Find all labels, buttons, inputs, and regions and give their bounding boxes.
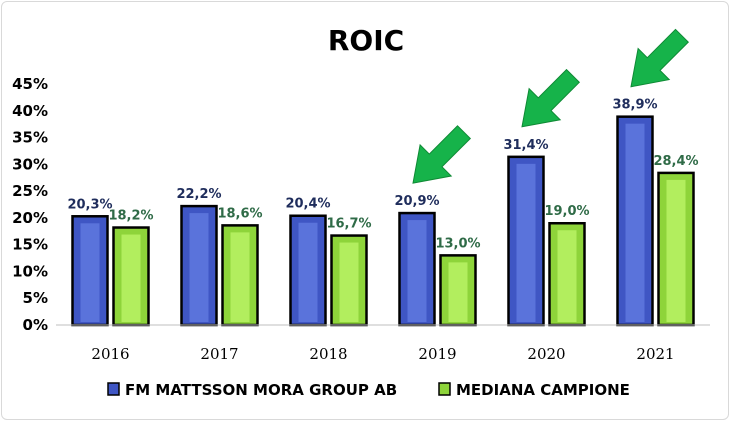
chart-title: ROIC — [328, 24, 404, 57]
bar-highlight — [448, 262, 468, 322]
legend-label: FM MATTSSON MORA GROUP AB — [125, 381, 397, 399]
x-tick-label: 2019 — [418, 345, 456, 363]
bar-highlight — [230, 232, 250, 322]
bar-highlight — [298, 222, 318, 322]
legend-swatch — [438, 382, 451, 396]
y-tick-label: 40% — [12, 102, 48, 120]
annotations — [412, 28, 690, 184]
x-axis: 2016 2017 2018 2019 2020 2021 — [56, 324, 710, 363]
highlight-arrow — [412, 125, 472, 184]
data-label: 28,4% — [653, 154, 698, 169]
x-tick-label: 2016 — [91, 345, 129, 363]
bar-highlight — [189, 213, 209, 322]
y-tick-label: 25% — [12, 182, 48, 200]
y-tick-label: 5% — [23, 289, 48, 307]
bar-highlight — [407, 220, 427, 322]
y-tick-label: 20% — [12, 209, 48, 227]
y-tick-label: 45% — [12, 75, 48, 93]
legend: FM MATTSSON MORA GROUP AB MEDIANA CAMPION… — [107, 381, 630, 399]
data-label: 18,6% — [217, 206, 262, 221]
bar-highlight — [339, 242, 359, 322]
highlight-arrow — [521, 68, 581, 128]
bar-highlight — [557, 230, 577, 322]
x-tick-label: 2017 — [200, 345, 238, 363]
legend-swatch — [107, 382, 120, 396]
y-tick-label: 10% — [12, 262, 48, 280]
data-label: 38,9% — [612, 98, 657, 113]
data-label: 20,4% — [285, 197, 330, 212]
legend-label: MEDIANA CAMPIONE — [456, 381, 630, 399]
x-tick-label: 2020 — [527, 345, 565, 363]
data-label: 20,9% — [394, 194, 439, 209]
bar-highlight — [80, 223, 100, 322]
bar-highlight — [666, 179, 686, 322]
bar-highlight — [121, 234, 141, 322]
bar-highlight — [516, 163, 536, 322]
x-tick-label: 2021 — [636, 345, 674, 363]
y-tick-label: 30% — [12, 155, 48, 173]
data-label: 22,2% — [176, 187, 221, 202]
y-tick-label: 35% — [12, 129, 48, 147]
data-label: 13,0% — [435, 236, 480, 251]
data-label: 16,7% — [326, 217, 371, 232]
data-label: 20,3% — [67, 197, 112, 212]
data-label: 19,0% — [544, 204, 589, 219]
data-labels: 20,3%18,2% 22,2% 18,6% 20,4% 16,7% 20,9% 13,0%… — [67, 98, 698, 252]
y-tick-label: 15% — [12, 236, 48, 254]
highlight-arrow — [630, 28, 690, 88]
bar-highlight — [625, 123, 645, 323]
y-axis: 0% 5% 10% 15% 20% 25% 30% 35% 40% 45% — [12, 75, 48, 334]
data-label: 31,4% — [503, 138, 548, 153]
data-label: 18,2% — [108, 209, 153, 224]
bars — [71, 115, 695, 327]
x-tick-label: 2018 — [309, 345, 347, 363]
y-tick-label: 0% — [23, 316, 48, 334]
